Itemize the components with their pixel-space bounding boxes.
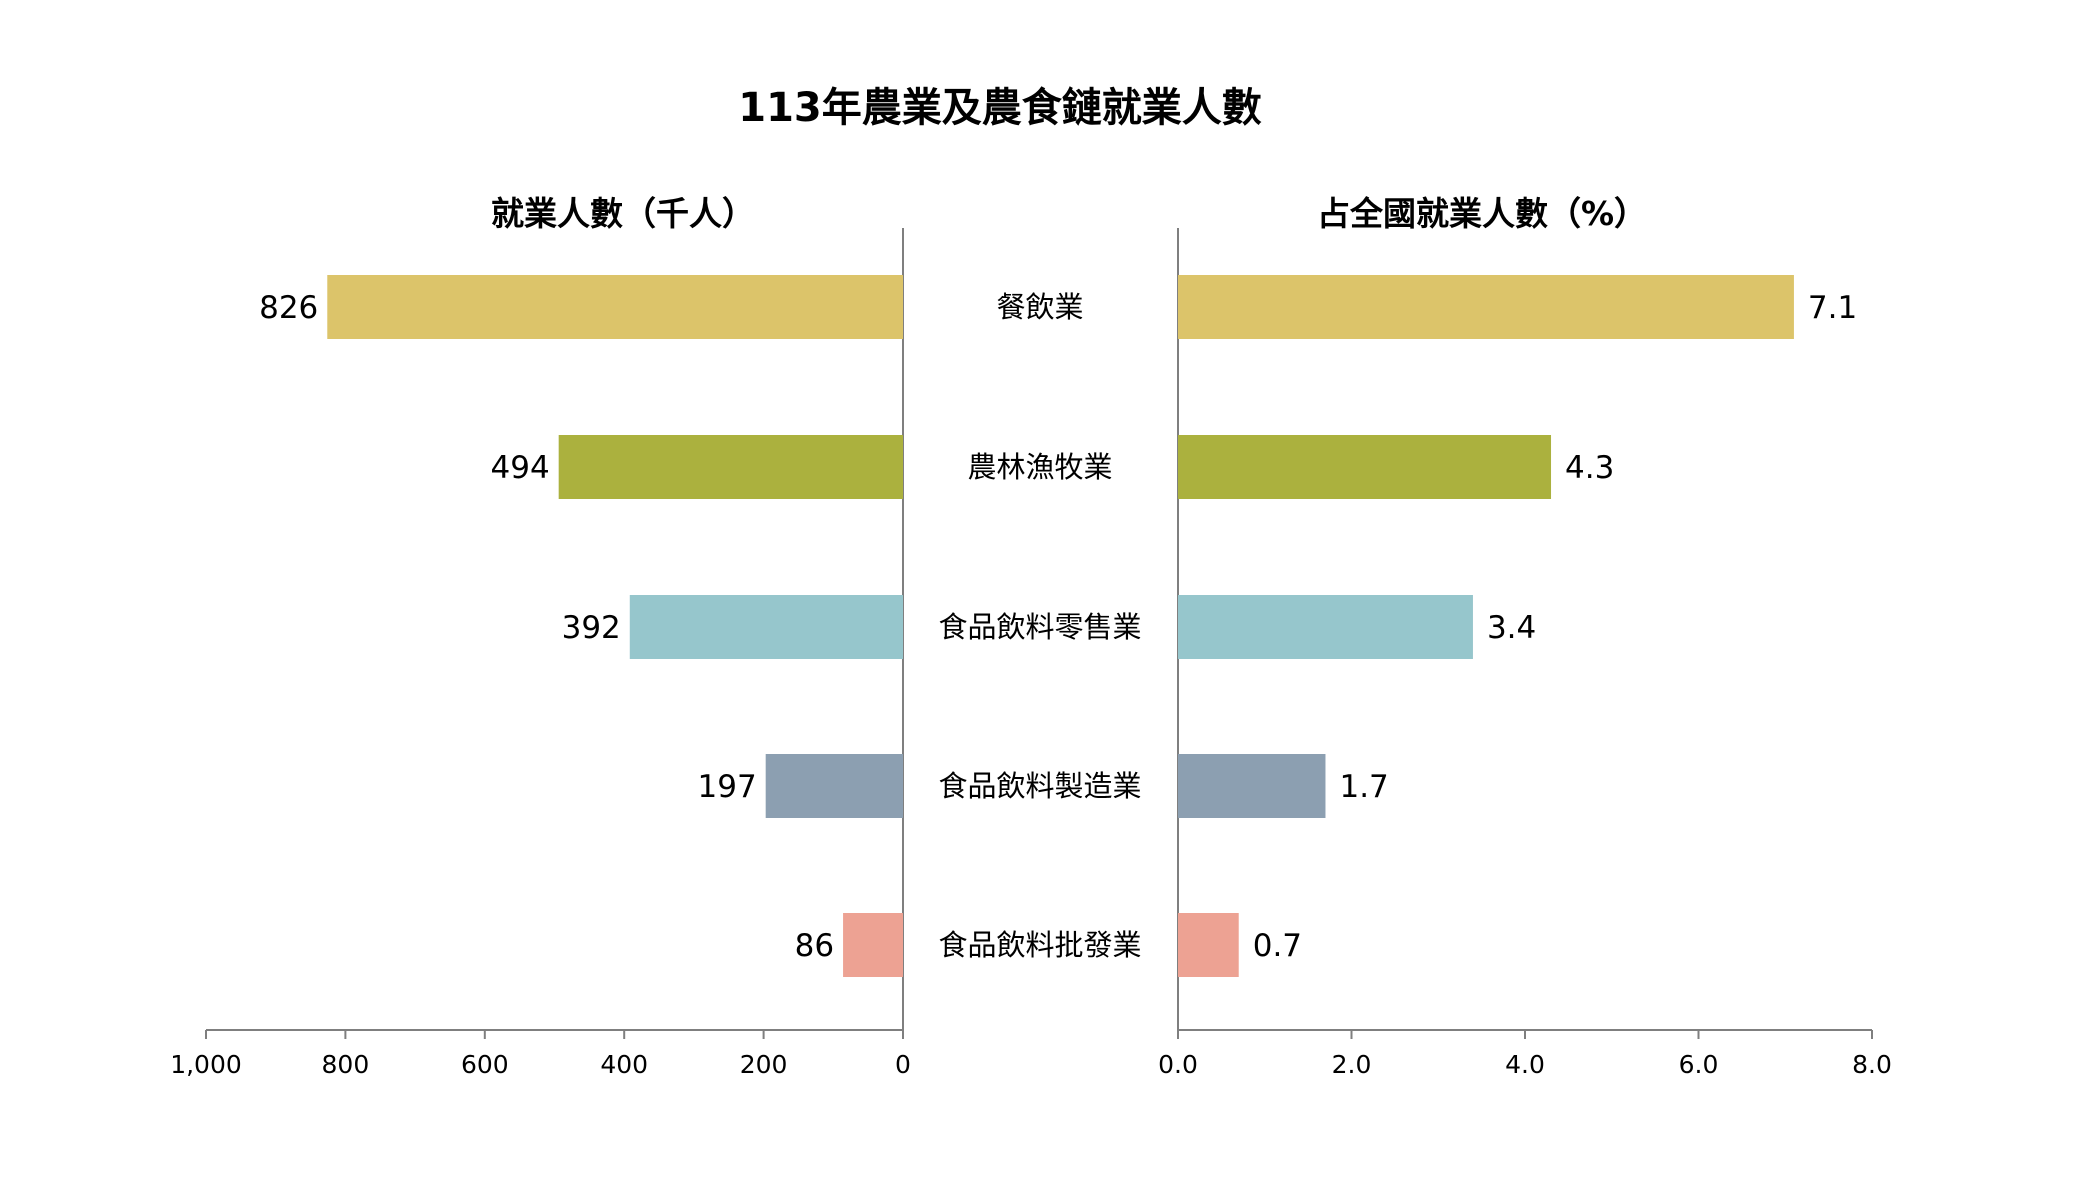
left-panel-title: 就業人數（千人）	[491, 194, 755, 233]
right-bar	[1178, 913, 1239, 977]
left-panel: 1,000 800 600 400 200 0 826 494 392 197 86	[170, 228, 911, 1079]
right-value-label: 1.7	[1339, 769, 1388, 805]
right-bar	[1178, 275, 1794, 339]
right-value-label: 7.1	[1808, 290, 1857, 326]
category-label: 食品飲料零售業	[938, 610, 1141, 644]
left-bar	[843, 913, 903, 977]
category-label: 餐飲業	[996, 290, 1083, 324]
left-value-label: 197	[698, 769, 757, 805]
left-tick-label: 1,000	[170, 1050, 242, 1079]
right-tick-label: 8.0	[1852, 1050, 1892, 1079]
left-tick-label: 800	[322, 1050, 370, 1079]
right-tick-label: 2.0	[1332, 1050, 1372, 1079]
right-panel-title: 占全國就業人數（%）	[1317, 194, 1647, 233]
left-bar	[327, 275, 903, 339]
right-bar	[1178, 754, 1326, 818]
right-tick-label: 6.0	[1679, 1050, 1719, 1079]
left-value-label: 826	[259, 290, 318, 326]
right-value-label: 4.3	[1565, 450, 1614, 486]
chart-title: 113年農業及農食鏈就業人數	[738, 85, 1262, 131]
left-value-label: 86	[795, 928, 834, 964]
left-value-label: 392	[562, 610, 621, 646]
right-value-label: 3.4	[1487, 610, 1536, 646]
right-tick-label: 4.0	[1505, 1050, 1545, 1079]
left-bar	[558, 435, 903, 499]
left-value-label: 494	[491, 450, 550, 486]
category-label: 食品飲料製造業	[938, 769, 1141, 803]
right-bar	[1178, 435, 1552, 499]
left-tick-label: 400	[600, 1050, 648, 1079]
left-bar	[765, 754, 903, 818]
left-tick-label: 600	[461, 1050, 509, 1079]
left-bar	[629, 595, 903, 659]
category-label: 食品飲料批發業	[938, 928, 1141, 962]
right-value-label: 0.7	[1253, 928, 1302, 964]
category-label: 農林漁牧業	[967, 450, 1112, 484]
right-bar	[1178, 595, 1473, 659]
left-tick-label: 200	[740, 1050, 788, 1079]
left-tick-label: 0	[895, 1050, 911, 1079]
right-tick-label: 0.0	[1158, 1050, 1198, 1079]
right-panel: 0.0 2.0 4.0 6.0 8.0 7.1 4.3 3.4 1.7 0.7	[1158, 228, 1892, 1079]
